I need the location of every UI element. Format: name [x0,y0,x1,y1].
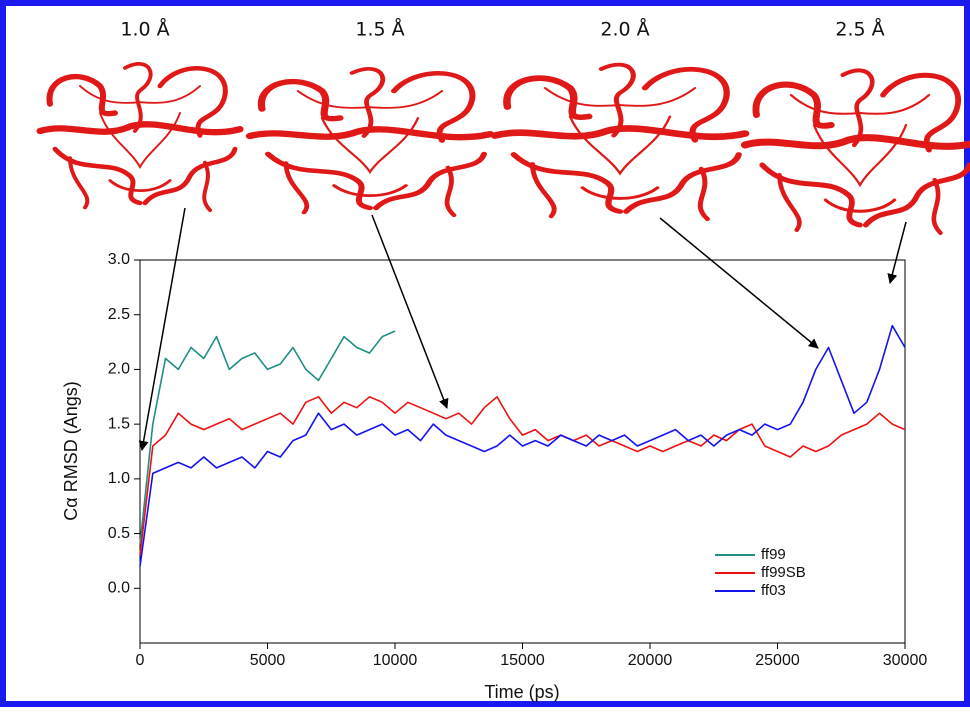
series-line [139,330,396,545]
structures [40,64,970,233]
annotation: 2.5 Å [835,18,884,41]
x-tick-label: 30000 [883,652,928,669]
legend-label: ff99SB [761,564,806,581]
series-line [139,324,906,567]
annotation: 2.0 Å [600,18,649,41]
y-tick-label: 1.0 [108,470,130,487]
y-tick-label: 0.0 [108,580,130,597]
arrows [138,207,907,451]
x-tick-label: 10000 [373,652,418,669]
legend-label: ff03 [761,582,786,599]
plot-frame [139,259,906,644]
y-tick-label: 0.5 [108,525,130,542]
annotation: 1.5 Å [355,18,404,41]
x-tick-label: 0 [136,652,145,669]
y-tick-label: 1.5 [108,415,130,432]
series-line [139,396,906,556]
x-tick-label: 15000 [500,652,545,669]
y-tick-label: 2.0 [108,361,130,378]
annotation: 1.0 Å [120,18,169,41]
y-axis-title: Cα RMSD (Angs) [61,381,81,520]
x-axis-title: Time (ps) [484,682,559,702]
x-tick-label: 20000 [628,652,673,669]
legend-label: ff99 [761,546,786,563]
y-tick-label: 2.5 [108,306,130,323]
y-tick-label: 3.0 [108,251,130,268]
x-tick-label: 5000 [250,652,286,669]
x-tick-label: 25000 [755,652,800,669]
